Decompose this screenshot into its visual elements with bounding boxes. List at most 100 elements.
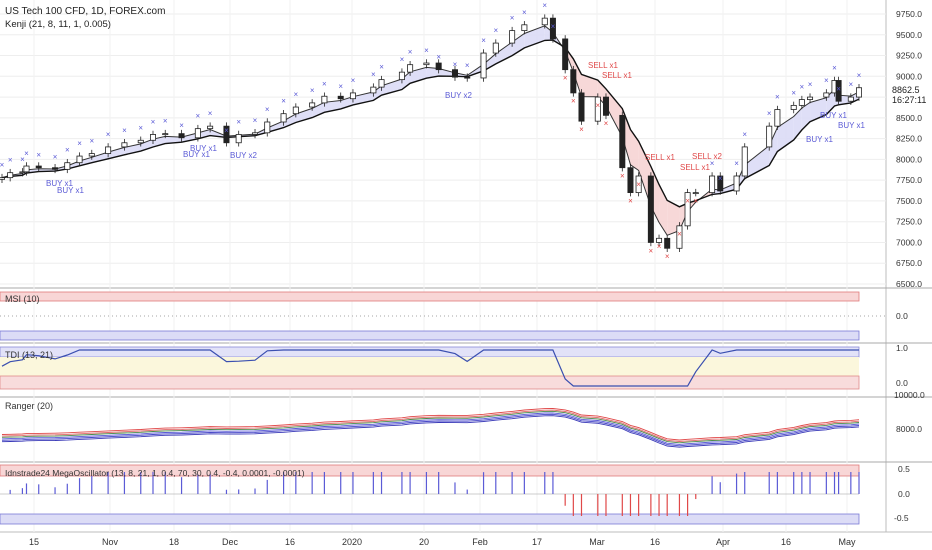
signal-marker: × [371, 70, 376, 79]
candlesticks [0, 14, 863, 253]
cloud-segment [483, 53, 496, 71]
signal-marker: × [636, 180, 641, 189]
price-tick-label: 6750.0 [896, 258, 922, 268]
candle-body [774, 109, 781, 127]
signal-marker: × [718, 174, 723, 183]
candle-body [105, 146, 112, 154]
signal-label: BUY x1 [838, 121, 866, 130]
candle-body [349, 92, 356, 100]
signal-marker: × [265, 105, 270, 114]
signal-label: SELL x1 [680, 163, 710, 172]
signal-marker: × [595, 101, 600, 110]
signal-marker: × [832, 63, 837, 72]
signal-marker: × [849, 80, 854, 89]
ranger-line [1, 412, 860, 445]
mega-axis: 0.5 0.0 -0.5 [894, 464, 910, 523]
candle-body [594, 96, 601, 122]
candle-body [602, 96, 609, 116]
kenji-legend: Kenji (21, 8, 11, 1, 0.005) [5, 19, 111, 30]
cloud-segment [826, 89, 835, 115]
cloud-segment [283, 113, 296, 128]
candle-body [223, 125, 230, 144]
signal-marker: × [465, 61, 470, 70]
last-price-badge: 8862.5 16:27:11 [888, 82, 932, 107]
signal-marker: × [196, 112, 201, 121]
candle-body [635, 175, 642, 194]
cloud-segment [438, 68, 455, 77]
signal-marker: × [436, 53, 441, 62]
signal-marker: × [310, 86, 315, 95]
candle-body [52, 167, 59, 170]
candle-body [292, 106, 299, 115]
cloud-segment [181, 132, 198, 143]
price-tick-label: 9750.0 [896, 9, 922, 19]
signal-label: BUY x1 [806, 135, 834, 144]
cloud-segment [295, 108, 313, 123]
signal-marker: × [685, 196, 690, 205]
tdi-line [1, 349, 859, 387]
candle-body [35, 165, 42, 169]
ranger-line [1, 413, 860, 447]
signal-marker: × [604, 119, 609, 128]
signal-marker: × [36, 151, 41, 160]
candle-body [578, 92, 585, 122]
cloud-segment [91, 152, 109, 163]
signal-marker: × [379, 63, 384, 72]
candle-body [19, 171, 26, 174]
tdi-title: TDI (13, 21) [5, 350, 53, 360]
signal-marker: × [542, 1, 547, 10]
candle-body [264, 121, 271, 134]
time-axis[interactable]: 15 Nov 18 Dec 16 2020 20 Feb 17 Mar 16 Apr 16 May [29, 537, 856, 547]
time-tick-label: 16 [285, 537, 295, 547]
candle-body [541, 17, 548, 26]
signal-label: BUY x1 [57, 186, 85, 195]
candle-body [647, 175, 654, 243]
candle-body [423, 62, 430, 66]
signal-marker: × [8, 156, 13, 165]
signal-marker: × [734, 159, 739, 168]
cloud-segment [373, 85, 382, 101]
tdi-tick-0: 0.0 [896, 378, 908, 388]
candle-body [194, 128, 201, 139]
signal-marker: × [400, 55, 405, 64]
mega-tick-zero: 0.0 [898, 489, 910, 499]
cloud-segment [638, 141, 651, 207]
candle-body [549, 17, 556, 40]
candle-body [162, 133, 169, 136]
cloud-segment [312, 102, 325, 118]
candle-body [64, 162, 71, 170]
ranger-line [1, 410, 860, 444]
candle-body [570, 69, 577, 94]
cloud-segment [524, 25, 545, 48]
signal-marker: × [665, 252, 670, 261]
signal-marker: × [138, 123, 143, 132]
signal-label: SELL x2 [692, 152, 722, 161]
signal-marker: × [579, 125, 584, 134]
cloud-segment [381, 78, 402, 96]
candle-body [378, 79, 385, 88]
signal-marker: × [179, 121, 184, 130]
signal-marker: × [800, 83, 805, 92]
price-tick-label: 7750.0 [896, 175, 922, 185]
signal-marker: × [677, 230, 682, 239]
candle-body [435, 62, 442, 71]
signal-label: BUY x1 [190, 144, 218, 153]
signal-marker: × [351, 76, 356, 85]
ranger-line [1, 408, 860, 441]
signal-marker: × [65, 146, 70, 155]
signal-marker: × [408, 48, 413, 57]
ranger-pane [1, 408, 860, 448]
price-axis[interactable]: 9750.09500.09250.09000.08750.08500.08250… [896, 9, 922, 289]
signal-label: BUY x2 [445, 91, 473, 100]
time-tick-label: 18 [169, 537, 179, 547]
candle-body [684, 192, 691, 227]
cloud-segment [140, 139, 153, 152]
last-price-label: 8862.5 [892, 85, 920, 95]
candle-body [766, 125, 773, 148]
price-tick-label: 8250.0 [896, 134, 922, 144]
mega-tick-neg: -0.5 [894, 513, 909, 523]
cloud-segment [426, 67, 439, 79]
signal-marker: × [224, 126, 229, 135]
